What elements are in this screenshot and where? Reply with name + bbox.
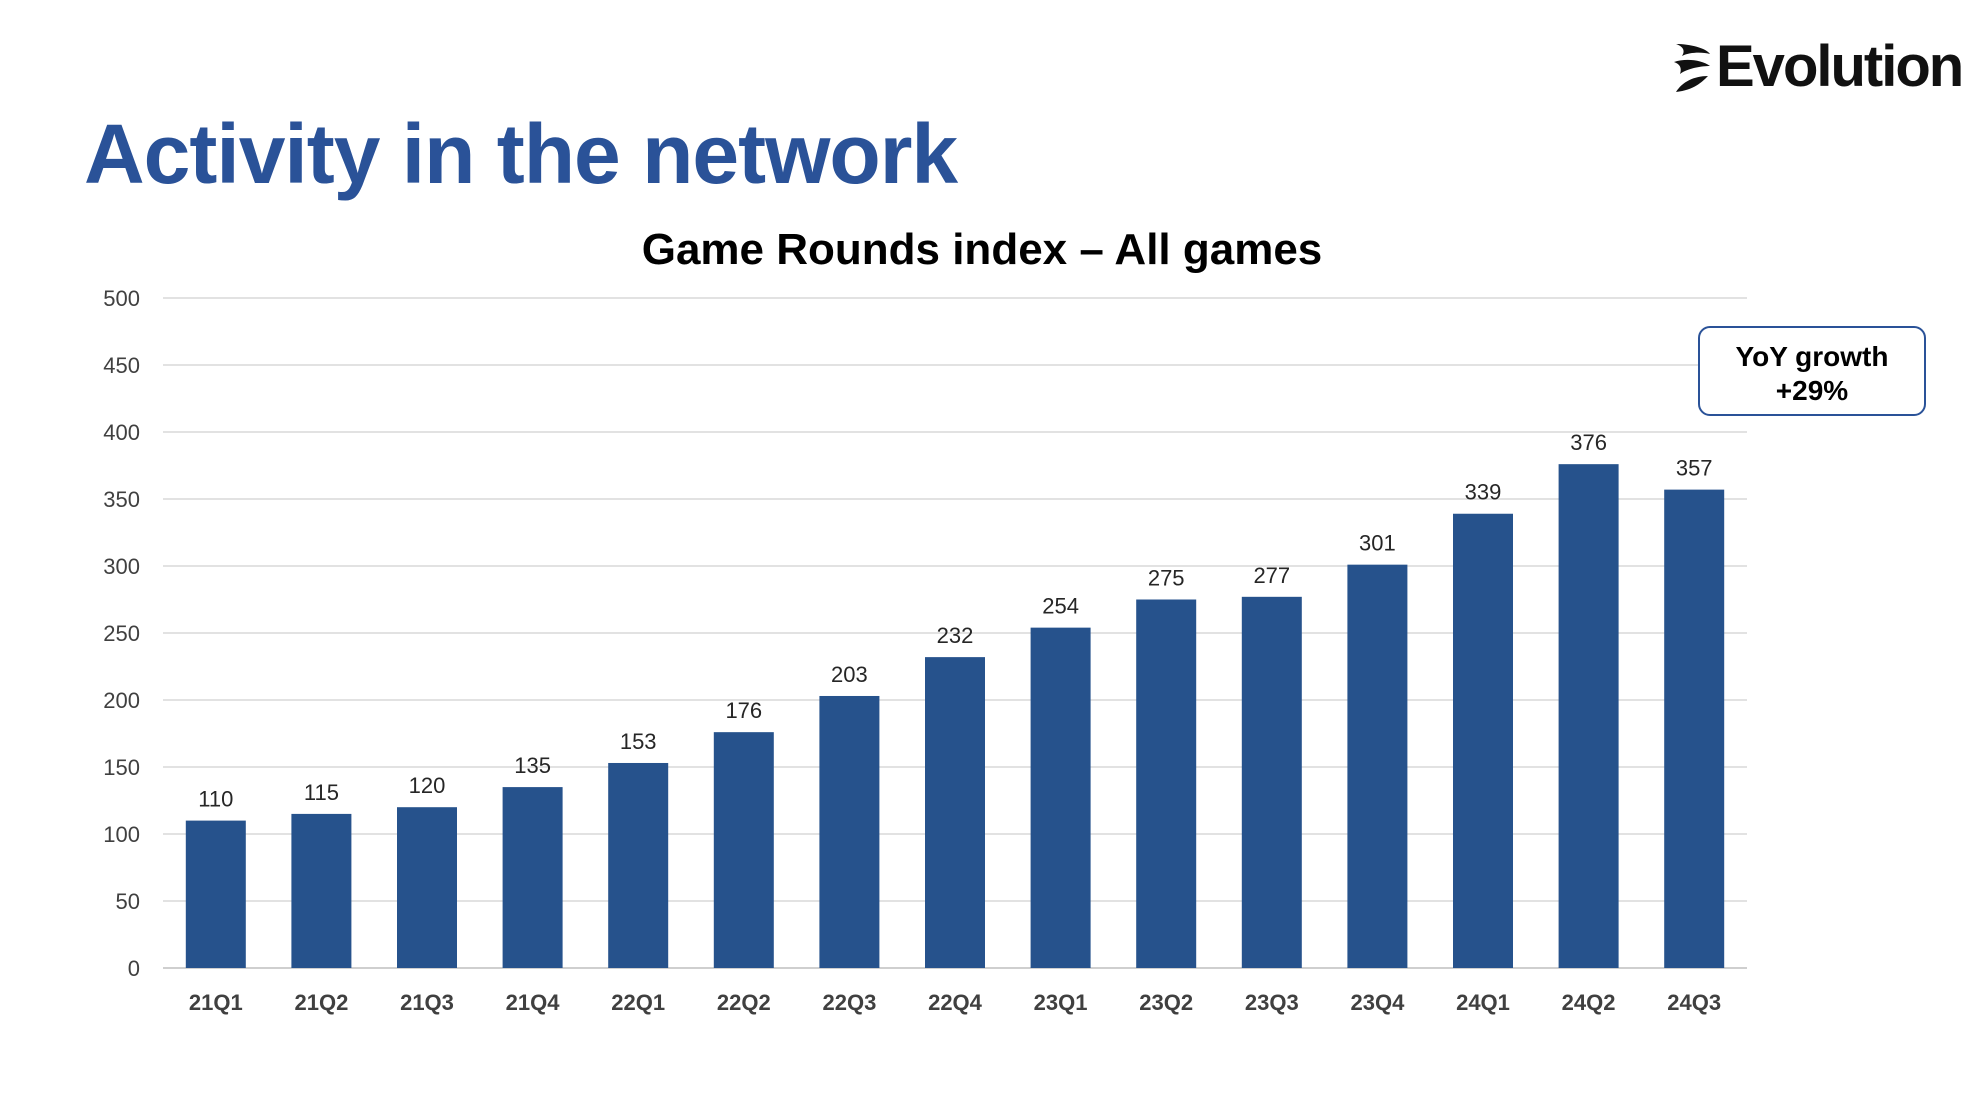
data-label: 153: [620, 729, 657, 754]
evolution-logo-icon: [1674, 44, 1710, 92]
bar: [1453, 513, 1513, 968]
bar: [819, 695, 880, 968]
y-tick-label: 400: [103, 420, 140, 445]
x-tick-label: 24Q3: [1667, 990, 1721, 1015]
yoy-growth-value: +29%: [1775, 375, 1849, 406]
x-tick-label: 23Q1: [1034, 990, 1088, 1015]
data-label: 232: [937, 623, 974, 648]
y-tick-label: 500: [103, 286, 140, 311]
x-tick-label: 22Q2: [717, 990, 771, 1015]
data-label: 135: [514, 753, 551, 778]
yoy-growth-label: YoY growth: [1735, 341, 1889, 372]
y-tick-label: 150: [103, 755, 140, 780]
x-tick-label: 22Q4: [928, 990, 983, 1015]
data-label: 110: [198, 787, 233, 812]
bar: [608, 762, 669, 968]
bar: [291, 813, 352, 968]
bar: [397, 807, 457, 968]
bar: [1030, 627, 1091, 968]
x-tick-label: 23Q3: [1245, 990, 1299, 1015]
x-tick-label: 22Q3: [822, 990, 876, 1015]
y-tick-label: 0: [128, 956, 140, 981]
bar: [1241, 596, 1302, 968]
bar: [1664, 489, 1725, 968]
data-label: 339: [1465, 480, 1502, 505]
x-tick-label: 24Q2: [1562, 990, 1616, 1015]
y-tick-label: 50: [116, 889, 140, 914]
x-tick-label: 21Q3: [400, 990, 454, 1015]
y-tick-label: 350: [103, 487, 140, 512]
data-label: 254: [1042, 594, 1079, 619]
y-tick-label: 200: [103, 688, 140, 713]
x-tick-label: 23Q4: [1350, 990, 1405, 1015]
data-label: 203: [831, 662, 868, 687]
bar: [925, 657, 985, 968]
y-tick-label: 450: [103, 353, 140, 378]
page-title: Activity in the network: [84, 107, 958, 201]
bar: [1136, 599, 1197, 968]
x-tick-label: 22Q1: [611, 990, 665, 1015]
y-tick-label: 250: [103, 621, 140, 646]
bar: [502, 787, 563, 968]
x-tick-label: 21Q2: [294, 990, 348, 1015]
x-tick-label: 21Q4: [506, 990, 561, 1015]
data-label: 357: [1676, 456, 1713, 481]
x-tick-label: 24Q1: [1456, 990, 1510, 1015]
data-label: 176: [725, 698, 762, 723]
chart-title: Game Rounds index – All games: [641, 225, 1323, 274]
data-label: 376: [1570, 430, 1607, 455]
bar: [185, 820, 246, 968]
data-label: 120: [409, 773, 446, 798]
y-tick-label: 100: [103, 822, 140, 847]
x-tick-label: 21Q1: [189, 990, 243, 1015]
data-label: 275: [1148, 566, 1185, 591]
yoy-growth-callout: YoY growth +29%: [1698, 326, 1926, 416]
bar: [1347, 564, 1408, 968]
evolution-logo: Evolution: [1672, 34, 1964, 100]
x-tick-label: 23Q2: [1139, 990, 1193, 1015]
evolution-logo-text: Evolution: [1716, 34, 1964, 99]
bar: [1558, 464, 1619, 968]
bar: [713, 732, 774, 968]
y-tick-label: 300: [103, 554, 140, 579]
data-label: 277: [1253, 563, 1290, 588]
data-label: 301: [1359, 531, 1396, 556]
data-label: 115: [304, 780, 339, 805]
